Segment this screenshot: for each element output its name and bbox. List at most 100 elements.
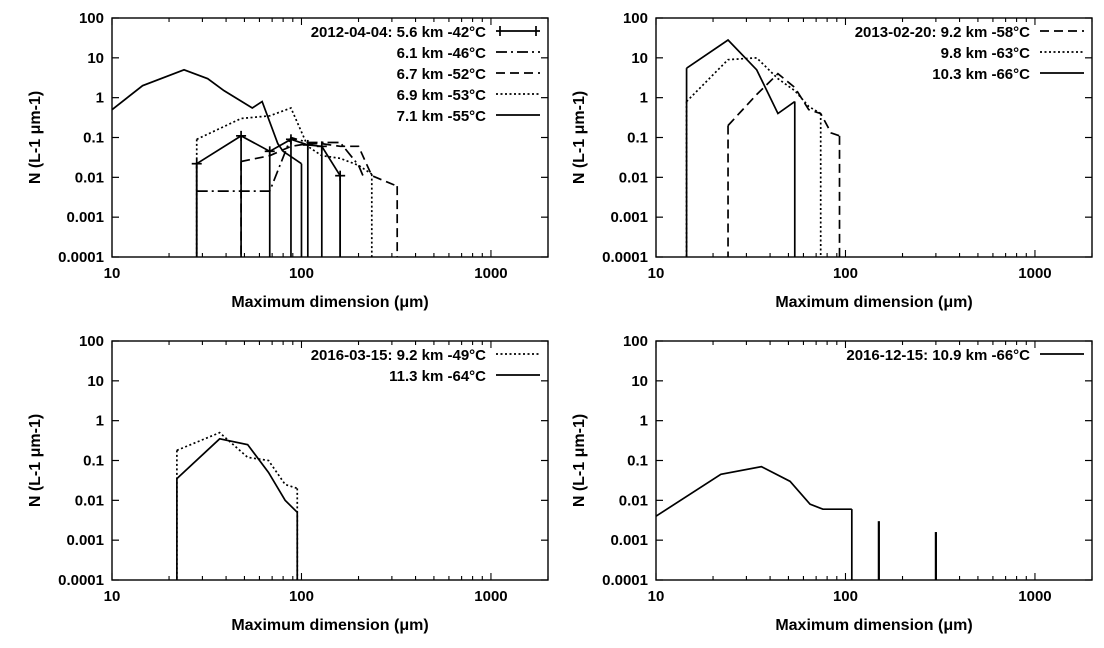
series-line bbox=[176, 437, 298, 513]
x-axis-title: Maximum dimension (μm) bbox=[775, 294, 972, 311]
chart-panel-1: 0.0001 0.001 0.01 0.1 1 10 100 10 100 1000 Maximum… bbox=[27, 10, 549, 311]
legend-entry: 2016-03-15: 9.2 km -49°C bbox=[311, 347, 540, 364]
y-tick-label: 0.01 bbox=[75, 492, 104, 509]
series-dashed bbox=[240, 142, 399, 257]
series-dashed bbox=[727, 72, 841, 257]
y-tick-label: 1 bbox=[640, 413, 648, 430]
y-tick-label: 0.001 bbox=[610, 209, 648, 226]
y-tick-label: 1 bbox=[640, 90, 648, 107]
series-line bbox=[685, 56, 822, 115]
y-tick-label: 0.001 bbox=[66, 532, 104, 549]
y-tick-label: 0.001 bbox=[610, 532, 648, 549]
legend-entry: 6.1 km -46°C bbox=[397, 45, 540, 62]
y-tick-label: 0.0001 bbox=[58, 249, 104, 266]
legend-entry: 2016-12-15: 10.9 km -66°C bbox=[846, 347, 1084, 364]
y-axis-ticks: 0.0001 0.001 0.01 0.1 1 10 100 bbox=[58, 10, 548, 266]
series-solid-cross bbox=[191, 130, 346, 257]
series-dotted bbox=[176, 431, 299, 580]
y-tick-label: 100 bbox=[79, 333, 104, 350]
series-line bbox=[727, 72, 840, 137]
x-tick-label: 10 bbox=[648, 588, 665, 605]
legend-label: 6.7 km -52°C bbox=[397, 66, 487, 83]
legend-label: 6.9 km -53°C bbox=[397, 87, 487, 104]
y-tick-label: 0.1 bbox=[83, 453, 104, 470]
legend-label: 9.8 km -63°C bbox=[941, 45, 1031, 62]
series-line bbox=[111, 68, 302, 165]
y-axis-ticks: 0.0001 0.001 0.01 0.1 1 10 100 bbox=[602, 333, 1092, 589]
legend-label: 11.3 km -64°C bbox=[389, 368, 486, 385]
legend-entry: 10.3 km -66°C bbox=[932, 66, 1084, 83]
y-tick-label: 10 bbox=[87, 50, 104, 67]
x-axis-title: Maximum dimension (μm) bbox=[231, 294, 428, 311]
y-tick-label: 10 bbox=[631, 373, 648, 390]
y-axis-title: N (L-1 μm-1) bbox=[571, 91, 588, 184]
series-line bbox=[686, 38, 796, 115]
y-tick-label: 100 bbox=[79, 10, 104, 27]
y-tick-label: 0.1 bbox=[627, 453, 648, 470]
y-tick-label: 0.001 bbox=[66, 209, 104, 226]
series-solid bbox=[176, 437, 299, 580]
legend-entry: 11.3 km -64°C bbox=[389, 368, 540, 385]
y-tick-label: 0.01 bbox=[619, 169, 648, 186]
legend-label: 2016-03-15: 9.2 km -49°C bbox=[311, 347, 486, 364]
x-tick-label: 1000 bbox=[474, 265, 507, 282]
series-line bbox=[240, 142, 398, 187]
y-tick-label: 100 bbox=[623, 10, 648, 27]
x-axis-ticks: 10 100 1000 bbox=[648, 341, 1093, 605]
y-tick-label: 100 bbox=[623, 333, 648, 350]
y-tick-label: 0.0001 bbox=[58, 572, 104, 589]
series-line bbox=[176, 431, 298, 490]
y-tick-label: 0.1 bbox=[83, 130, 104, 147]
series-solid bbox=[685, 38, 796, 257]
y-tick-label: 0.01 bbox=[619, 492, 648, 509]
series-line bbox=[196, 134, 341, 177]
legend-label: 6.1 km -46°C bbox=[397, 45, 487, 62]
y-tick-label: 1 bbox=[96, 413, 104, 430]
plot-frame bbox=[655, 340, 1093, 581]
chart-panel-3: 0.0001 0.001 0.01 0.1 1 10 100 10 100 1000 Maximum… bbox=[27, 333, 549, 634]
y-tick-label: 0.0001 bbox=[602, 572, 648, 589]
x-tick-label: 1000 bbox=[1018, 265, 1051, 282]
series-line bbox=[196, 106, 373, 175]
chart-panel-2: 0.0001 0.001 0.01 0.1 1 10 100 10 100 1000 Maximum… bbox=[571, 10, 1093, 311]
panels: 0.0001 0.001 0.01 0.1 1 10 100 10 100 1000 Maximum… bbox=[27, 10, 1093, 634]
legend-entry: 6.7 km -52°C bbox=[397, 66, 540, 83]
legend-entry: 2013-02-20: 9.2 km -58°C bbox=[855, 24, 1084, 41]
x-tick-label: 100 bbox=[833, 588, 858, 605]
legend-entry: 2012-04-04: 5.6 km -42°C bbox=[311, 24, 540, 41]
legend-entry: 7.1 km -55°C bbox=[397, 108, 540, 125]
y-tick-label: 0.0001 bbox=[602, 249, 648, 266]
series-solid bbox=[655, 465, 937, 580]
series-dotted bbox=[685, 56, 822, 257]
y-tick-label: 0.01 bbox=[75, 169, 104, 186]
legend-label: 2013-02-20: 9.2 km -58°C bbox=[855, 24, 1030, 41]
x-tick-label: 10 bbox=[104, 265, 121, 282]
y-axis-ticks: 0.0001 0.001 0.01 0.1 1 10 100 bbox=[58, 333, 548, 589]
x-axis-title: Maximum dimension (μm) bbox=[775, 617, 972, 634]
x-tick-label: 1000 bbox=[1018, 588, 1051, 605]
x-axis-ticks: 10 100 1000 bbox=[104, 18, 549, 282]
series-solid bbox=[111, 68, 303, 257]
y-axis-title: N (L-1 μm-1) bbox=[27, 414, 44, 507]
legend-label: 10.3 km -66°C bbox=[932, 66, 1030, 83]
legend-label: 2016-12-15: 10.9 km -66°C bbox=[846, 347, 1030, 364]
y-tick-label: 1 bbox=[96, 90, 104, 107]
x-tick-label: 10 bbox=[104, 588, 121, 605]
chart-panel-4: 0.0001 0.001 0.01 0.1 1 10 100 10 100 1000 Maximum… bbox=[571, 333, 1093, 634]
x-tick-label: 100 bbox=[833, 265, 858, 282]
x-axis-ticks: 10 100 1000 bbox=[648, 18, 1093, 282]
legend-entry: 9.8 km -63°C bbox=[941, 45, 1084, 62]
series-line bbox=[196, 136, 366, 192]
series-dotted bbox=[195, 106, 373, 257]
legend-label: 7.1 km -55°C bbox=[397, 108, 487, 125]
x-axis-ticks: 10 100 1000 bbox=[104, 341, 549, 605]
x-axis-title: Maximum dimension (μm) bbox=[231, 617, 428, 634]
y-tick-label: 10 bbox=[87, 373, 104, 390]
y-axis-ticks: 0.0001 0.001 0.01 0.1 1 10 100 bbox=[602, 10, 1092, 266]
y-tick-label: 0.1 bbox=[627, 130, 648, 147]
y-axis-title: N (L-1 μm-1) bbox=[571, 414, 588, 507]
x-tick-label: 1000 bbox=[474, 588, 507, 605]
x-tick-label: 100 bbox=[289, 588, 314, 605]
y-tick-label: 10 bbox=[631, 50, 648, 67]
